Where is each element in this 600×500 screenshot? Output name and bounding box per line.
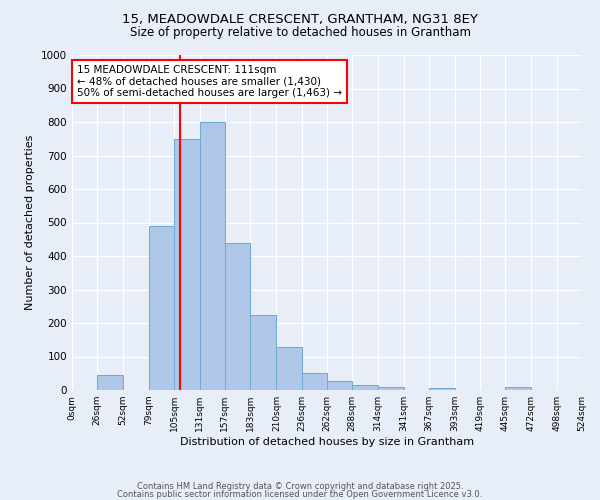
Bar <box>250 314 277 390</box>
Bar <box>199 122 225 390</box>
Text: 15, MEADOWDALE CRESCENT, GRANTHAM, NG31 8EY: 15, MEADOWDALE CRESCENT, GRANTHAM, NG31 … <box>122 12 478 26</box>
Bar <box>352 385 377 390</box>
Bar <box>377 386 404 390</box>
Text: Size of property relative to detached houses in Grantham: Size of property relative to detached ho… <box>130 26 470 39</box>
Bar <box>174 138 200 390</box>
Bar <box>327 380 352 390</box>
Bar <box>302 372 327 390</box>
Bar <box>225 242 250 390</box>
Text: Contains public sector information licensed under the Open Government Licence v3: Contains public sector information licen… <box>118 490 482 499</box>
X-axis label: Distribution of detached houses by size in Grantham: Distribution of detached houses by size … <box>180 437 474 447</box>
Text: 15 MEADOWDALE CRESCENT: 111sqm
← 48% of detached houses are smaller (1,430)
50% : 15 MEADOWDALE CRESCENT: 111sqm ← 48% of … <box>77 65 342 98</box>
Bar <box>277 347 302 390</box>
Bar <box>97 375 122 390</box>
Y-axis label: Number of detached properties: Number of detached properties <box>25 135 35 310</box>
Bar <box>149 226 174 390</box>
Text: Contains HM Land Registry data © Crown copyright and database right 2025.: Contains HM Land Registry data © Crown c… <box>137 482 463 491</box>
Bar <box>429 388 455 390</box>
Bar <box>505 388 532 390</box>
